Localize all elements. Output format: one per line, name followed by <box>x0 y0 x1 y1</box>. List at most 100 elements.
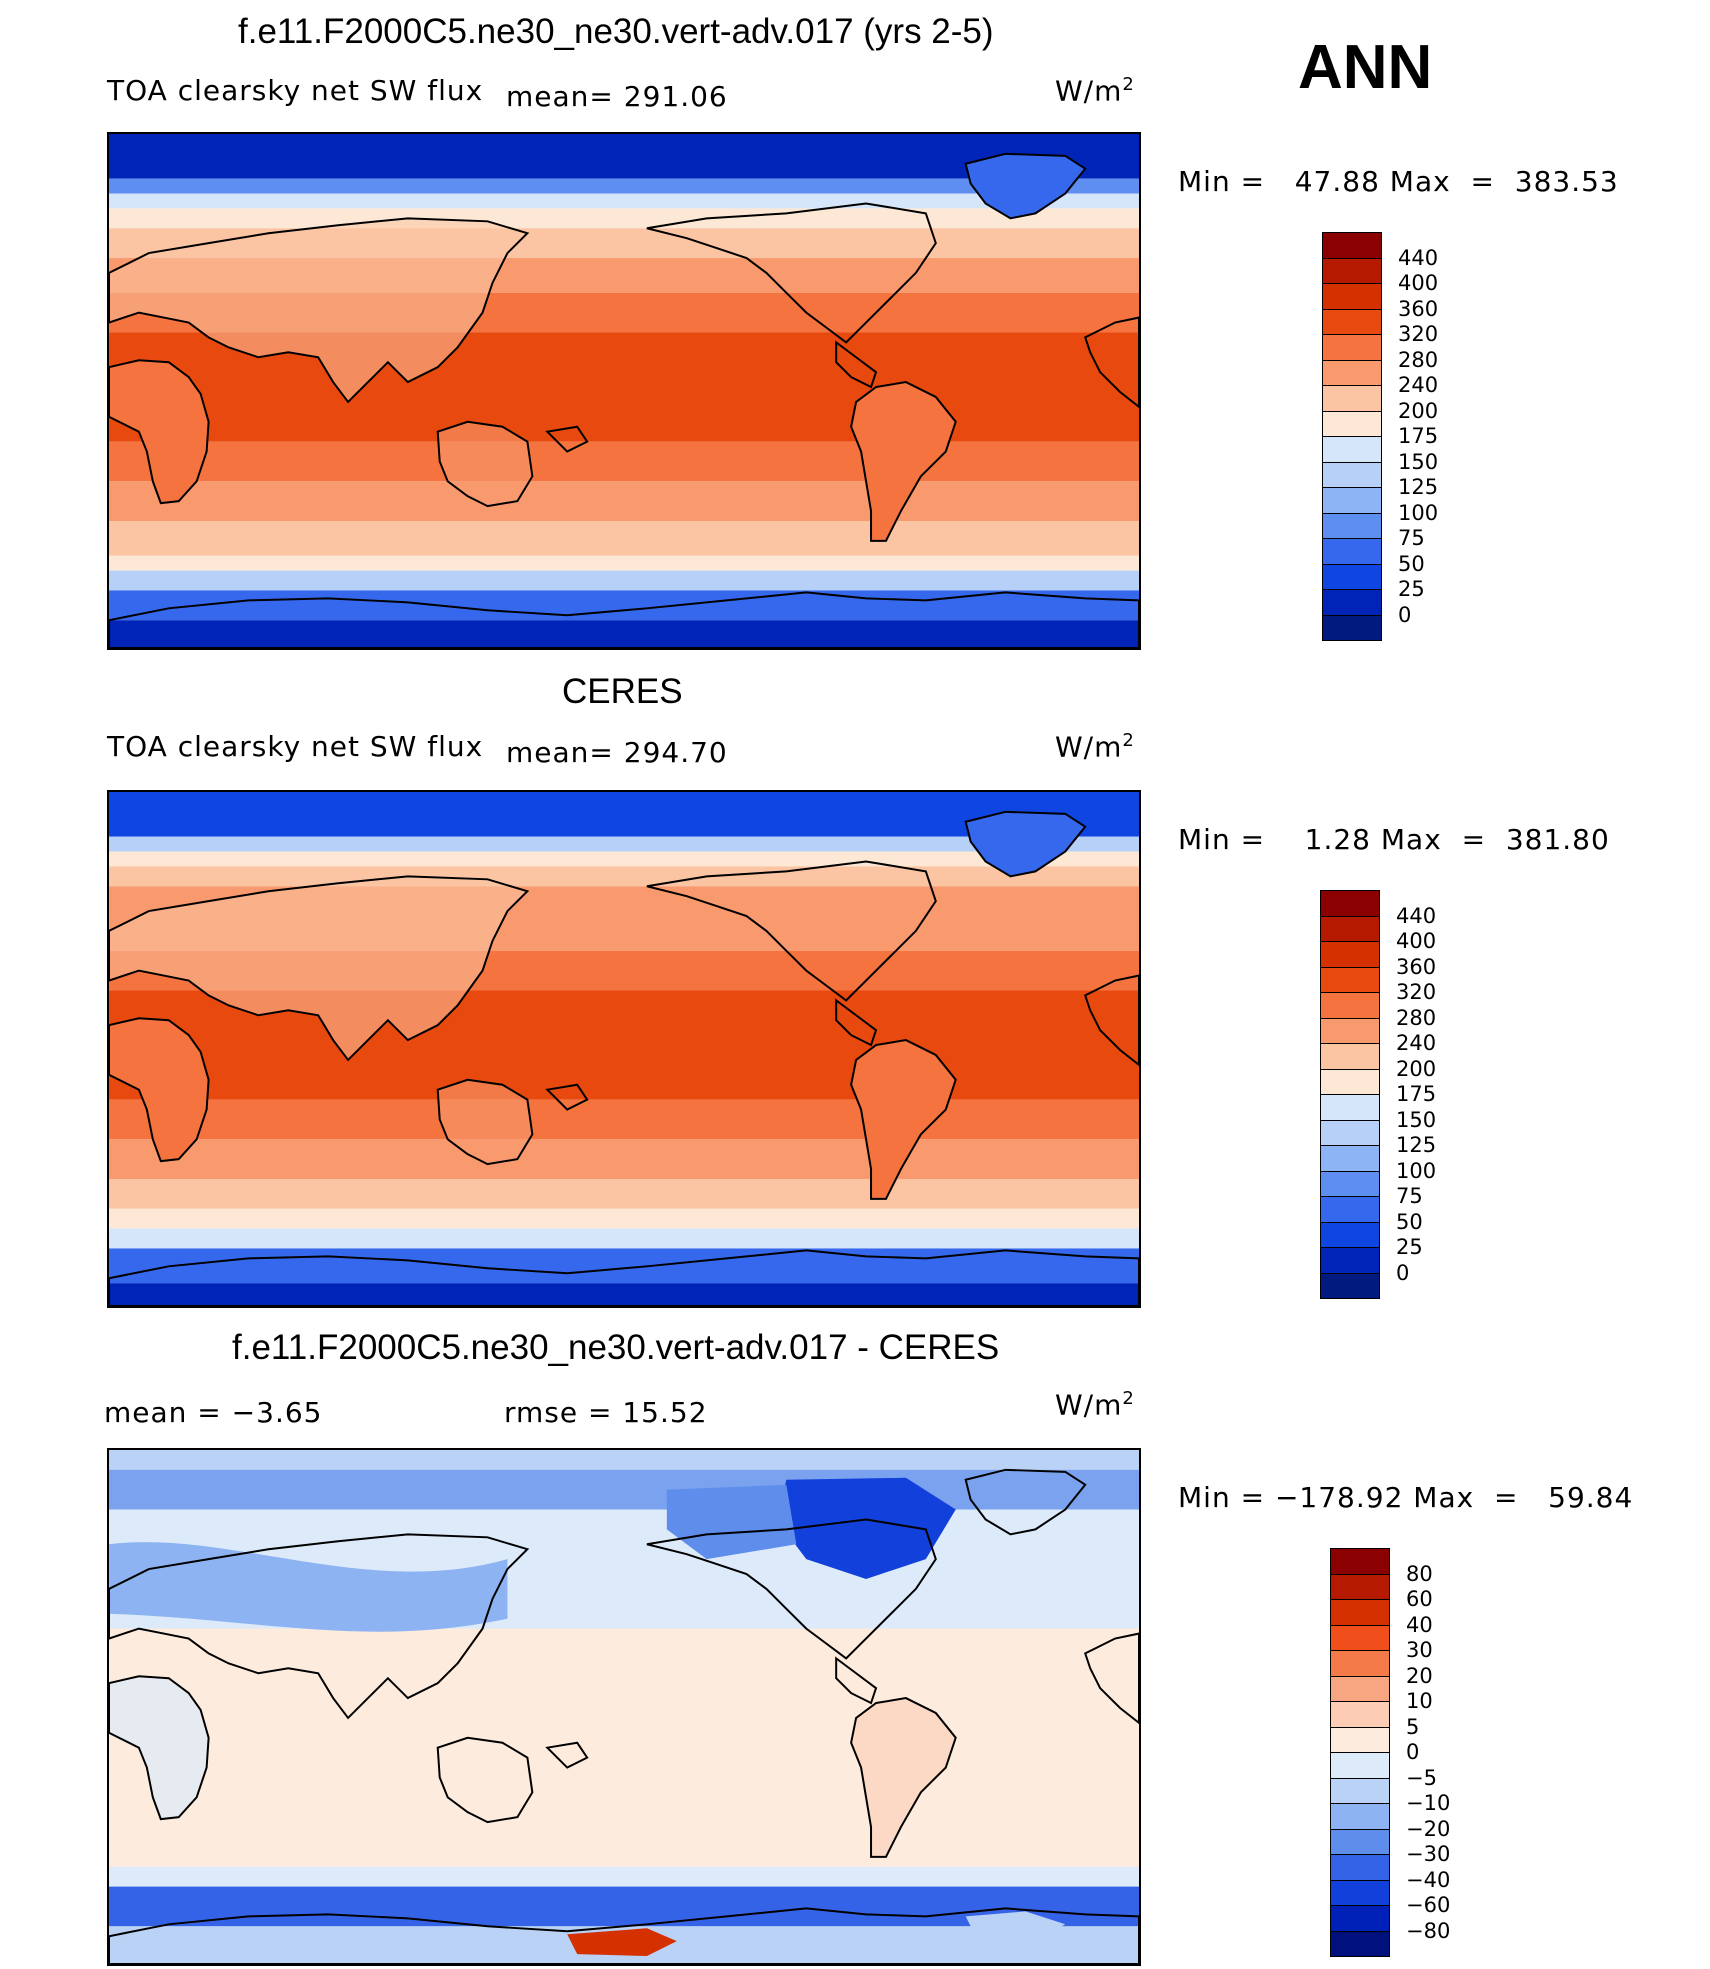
colorbar-label: 125 <box>1398 475 1439 499</box>
colorbar-swatch <box>1320 1196 1380 1222</box>
colorbar-swatch <box>1330 1675 1390 1702</box>
colorbar-label: 100 <box>1396 1158 1437 1183</box>
colorbar-swatch <box>1330 1650 1390 1676</box>
colorbar-swatch <box>1320 1170 1380 1197</box>
colorbar-swatch <box>1320 1094 1380 1120</box>
colorbar-swatch <box>1322 487 1382 513</box>
colorbar-label: 0 <box>1406 1740 1420 1764</box>
panel2-units: W/m2 <box>1055 730 1135 764</box>
colorbar-swatch <box>1330 1803 1390 1829</box>
panel3-minmax: Min = −178.92 Max = 59.84 <box>1178 1481 1634 1514</box>
colorbar-swatch <box>1320 941 1380 967</box>
panel1-map <box>107 132 1141 650</box>
colorbar-label: −10 <box>1406 1791 1451 1815</box>
colorbar-swatch <box>1330 1905 1390 1931</box>
panel3-rmse-label: rmse = 15.52 <box>504 1396 708 1429</box>
panel1-field-label: TOA clearsky net SW flux <box>107 74 484 107</box>
colorbar-swatch <box>1320 1017 1380 1044</box>
colorbar-label: 10 <box>1406 1689 1433 1713</box>
colorbar-label: 150 <box>1396 1107 1437 1132</box>
colorbar-swatch <box>1320 1068 1380 1095</box>
colorbar-swatch <box>1320 1145 1380 1171</box>
panel3-mean-label: mean = −3.65 <box>104 1396 323 1429</box>
colorbar-swatch <box>1330 1930 1390 1957</box>
panel2-colorbar: 440 400 360 320 280 240 200 175 150 125 100 75 50 25 0 <box>1320 890 1470 1299</box>
panel1-colorbar: 440 400 360 320 280 240 200 175 150 125 100 75 50 25 0 <box>1322 232 1472 641</box>
colorbar-swatch <box>1330 1879 1390 1906</box>
colorbar-swatch <box>1330 1828 1390 1855</box>
colorbar-label: 150 <box>1398 449 1439 474</box>
colorbar-swatch <box>1322 334 1382 360</box>
colorbar-swatch <box>1322 308 1382 335</box>
colorbar-label: 75 <box>1396 1184 1423 1208</box>
colorbar-label: 25 <box>1398 577 1425 601</box>
colorbar-swatch <box>1322 257 1382 284</box>
colorbar-label: 125 <box>1396 1133 1437 1157</box>
colorbar-label: 75 <box>1398 526 1425 550</box>
panel1-minmax: Min = 47.88 Max = 383.53 <box>1178 165 1619 198</box>
colorbar-label: 360 <box>1398 296 1439 321</box>
colorbar-swatch <box>1322 359 1382 386</box>
colorbar-label: 400 <box>1398 271 1439 295</box>
colorbar-swatch <box>1330 1573 1390 1600</box>
colorbar-swatch <box>1330 1548 1390 1574</box>
colorbar-swatch <box>1320 915 1380 942</box>
colorbar-label: 20 <box>1406 1663 1433 1688</box>
colorbar-label: 60 <box>1406 1587 1433 1611</box>
colorbar-swatch <box>1322 512 1382 539</box>
colorbar-label: 25 <box>1396 1235 1423 1259</box>
colorbar-label: −20 <box>1406 1816 1451 1841</box>
colorbar-swatch <box>1320 1119 1380 1146</box>
panel1-mean-label: mean= 291.06 <box>506 80 728 113</box>
panel2-field-label: TOA clearsky net SW flux <box>107 730 484 763</box>
colorbar-label: 30 <box>1406 1638 1433 1662</box>
colorbar-label: −80 <box>1406 1918 1451 1943</box>
colorbar-swatch <box>1322 589 1382 615</box>
colorbar-label: 50 <box>1398 551 1425 576</box>
colorbar-swatch <box>1330 1701 1390 1727</box>
colorbar-label: 80 <box>1406 1561 1433 1586</box>
colorbar-swatch <box>1322 385 1382 411</box>
panel1-units: W/m2 <box>1055 74 1135 108</box>
colorbar-label: 200 <box>1398 398 1439 423</box>
colorbar-label: 200 <box>1396 1056 1437 1081</box>
colorbar-swatch <box>1320 1247 1380 1273</box>
colorbar-label: −5 <box>1406 1765 1437 1790</box>
colorbar-swatch <box>1322 436 1382 462</box>
colorbar-swatch <box>1322 283 1382 309</box>
panel2-map <box>107 790 1141 1308</box>
colorbar-swatch <box>1322 461 1382 488</box>
colorbar-swatch <box>1330 1599 1390 1625</box>
colorbar-label: −30 <box>1406 1842 1451 1866</box>
colorbar-label: 100 <box>1398 500 1439 525</box>
colorbar-swatch <box>1322 538 1382 564</box>
panel2-minmax: Min = 1.28 Max = 381.80 <box>1178 823 1610 856</box>
colorbar-label: 175 <box>1396 1082 1437 1106</box>
colorbar-swatch <box>1320 1043 1380 1069</box>
colorbar-label: 0 <box>1398 602 1412 627</box>
panel3-colorbar: 80 60 40 30 20 10 5 0 −5 −10 −20 −30 −40 −60 −80 <box>1330 1548 1480 1957</box>
colorbar-label: 280 <box>1398 347 1439 372</box>
colorbar-swatch <box>1330 1726 1390 1753</box>
colorbar-label: 280 <box>1396 1005 1437 1030</box>
colorbar-swatch <box>1320 992 1380 1018</box>
colorbar-label: −60 <box>1406 1893 1451 1917</box>
colorbar-label: 240 <box>1398 373 1439 397</box>
panel1-title: f.e11.F2000C5.ne30_ne30.vert-adv.017 (yr… <box>238 12 994 51</box>
panel3-map <box>107 1448 1141 1966</box>
panel2-mean-label: mean= 294.70 <box>506 736 728 769</box>
colorbar-swatch <box>1322 563 1382 590</box>
colorbar-label: 440 <box>1398 245 1439 270</box>
colorbar-swatch <box>1320 966 1380 993</box>
colorbar-label: 320 <box>1398 322 1439 346</box>
season-label: ANN <box>1298 33 1433 102</box>
colorbar-label: 400 <box>1396 929 1437 953</box>
colorbar-swatch <box>1322 232 1382 258</box>
panel2-title: CERES <box>562 672 683 711</box>
colorbar-label: 320 <box>1396 980 1437 1004</box>
colorbar-swatch <box>1322 410 1382 437</box>
colorbar-swatch <box>1330 1624 1390 1651</box>
colorbar-label: 0 <box>1396 1260 1410 1285</box>
colorbar-label: −40 <box>1406 1867 1451 1892</box>
colorbar-swatch <box>1330 1752 1390 1778</box>
